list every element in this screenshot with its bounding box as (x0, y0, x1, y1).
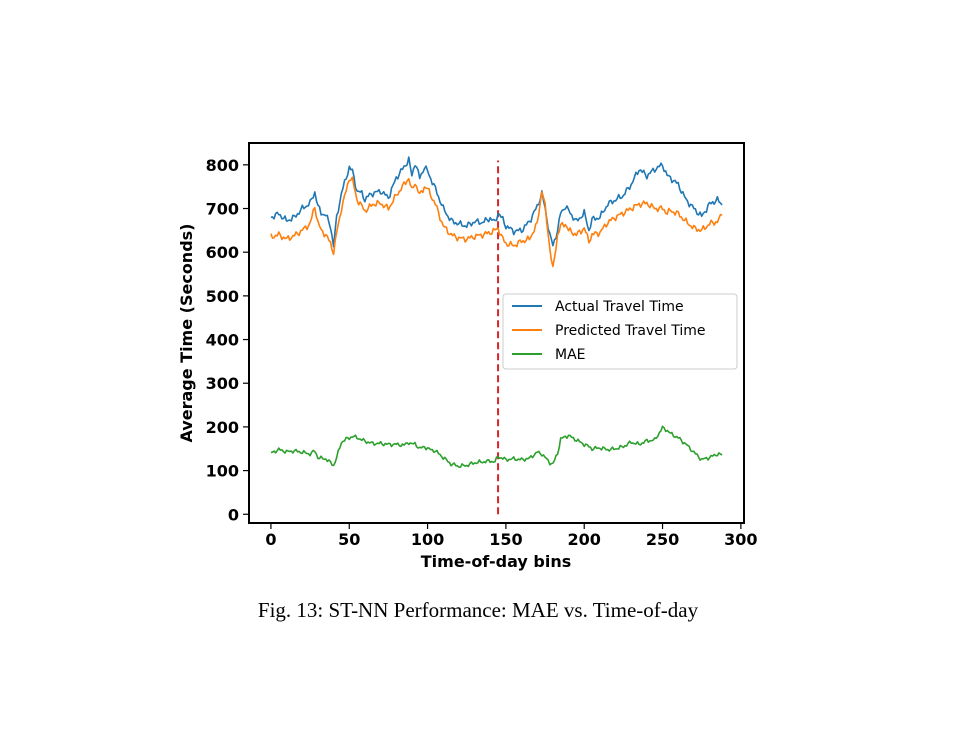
series-line-predicted-travel-time (270, 176, 723, 268)
y-tick-label: 400 (206, 331, 239, 350)
y-tick-labels: 0 100 200 300 400 500 600 700 800 (206, 156, 239, 524)
plot-frame (248, 142, 745, 524)
x-tick-label: 150 (489, 530, 522, 549)
series-line-actual-travel-time (270, 156, 723, 248)
x-axis-title: Time-of-day bins (421, 552, 571, 571)
y-tick-label: 600 (206, 243, 239, 262)
figure-caption: Fig. 13: ST-NN Performance: MAE vs. Time… (257, 598, 699, 622)
y-tick-label: 800 (206, 156, 239, 175)
y-axis-title: Average Time (Seconds) (177, 224, 196, 443)
legend: Actual Travel Time Predicted Travel Time… (502, 293, 738, 370)
x-tick-label: 50 (338, 530, 360, 549)
y-tick-label: 200 (206, 418, 239, 437)
legend-label-actual: Actual Travel Time (555, 299, 684, 315)
y-tick-label: 300 (206, 374, 239, 393)
y-tick-label: 100 (206, 462, 239, 481)
legend-label-predicted: Predicted Travel Time (555, 323, 706, 339)
legend-box (502, 293, 738, 370)
x-tick-label: 0 (265, 530, 276, 549)
x-tick-label: 300 (724, 530, 757, 549)
y-tick-label: 0 (228, 505, 239, 524)
legend-label-mae: MAE (555, 347, 586, 363)
x-tick-label: 250 (646, 530, 679, 549)
y-tick-label: 700 (206, 200, 239, 219)
series-layer (270, 156, 723, 469)
x-tick-label: 100 (411, 530, 444, 549)
series-line-mae (270, 425, 723, 469)
x-tick-labels: 0 50 100 150 200 250 300 (265, 530, 757, 549)
y-tick-label: 500 (206, 287, 239, 306)
x-tick-label: 200 (568, 530, 601, 549)
